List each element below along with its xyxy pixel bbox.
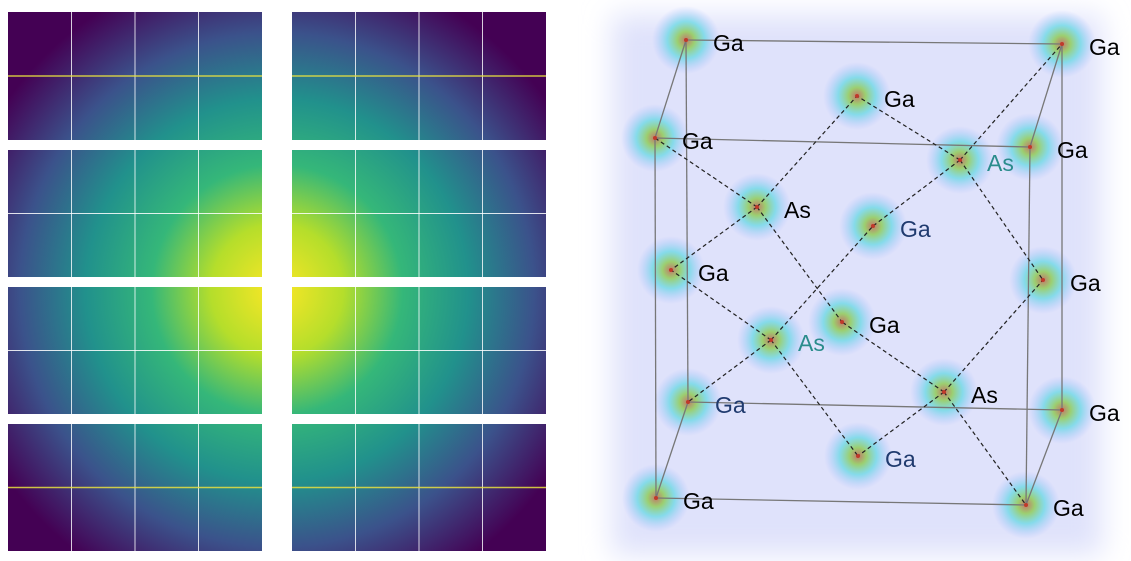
crystal-structure: Ga Ga Ga Ga Ga As As Ga Ga Ga Ga As Ga As Ga Ga Ga Ga xyxy=(612,6,1120,555)
atom-center xyxy=(769,338,773,342)
atom-center xyxy=(840,320,844,324)
atom-center xyxy=(653,136,657,140)
atom-center xyxy=(958,158,962,162)
atom-center xyxy=(755,205,759,209)
atom-center xyxy=(855,94,859,98)
atom-center xyxy=(942,390,946,394)
atom-center xyxy=(871,224,875,228)
atom-label: Ga xyxy=(698,260,729,286)
atom-label: Ga xyxy=(715,392,746,418)
atom-label: Ga xyxy=(682,128,713,154)
atom-label: As xyxy=(784,197,811,223)
atom-label: Ga xyxy=(1057,137,1088,163)
atom-label: Ga xyxy=(885,446,916,472)
atom-label: As xyxy=(798,330,825,356)
atom-center xyxy=(684,38,688,42)
atom-center xyxy=(669,268,673,272)
atom-label: Ga xyxy=(884,86,915,112)
detector-image xyxy=(8,12,546,551)
atom-center xyxy=(1060,408,1064,412)
atom-label: Ga xyxy=(869,312,900,338)
atom-center xyxy=(856,454,860,458)
atom-label: Ga xyxy=(1070,270,1101,296)
atom-center xyxy=(686,400,690,404)
atom-label: Ga xyxy=(1089,400,1120,426)
atom-label: Ga xyxy=(1053,495,1084,521)
atom-center xyxy=(654,496,658,500)
atom-center xyxy=(1060,42,1064,46)
figure: Ga Ga Ga Ga Ga As As Ga Ga Ga Ga As Ga As Ga Ga Ga Ga xyxy=(0,0,1131,561)
atom-label: Ga xyxy=(900,216,931,242)
atom-center xyxy=(1041,278,1045,282)
atom-label: Ga xyxy=(683,488,714,514)
atom-label: As xyxy=(971,382,998,408)
atom-center xyxy=(1028,145,1032,149)
atom-label: Ga xyxy=(713,30,744,56)
atom-label: As xyxy=(987,150,1014,176)
atom-label: Ga xyxy=(1089,34,1120,60)
atom-center xyxy=(1024,503,1028,507)
